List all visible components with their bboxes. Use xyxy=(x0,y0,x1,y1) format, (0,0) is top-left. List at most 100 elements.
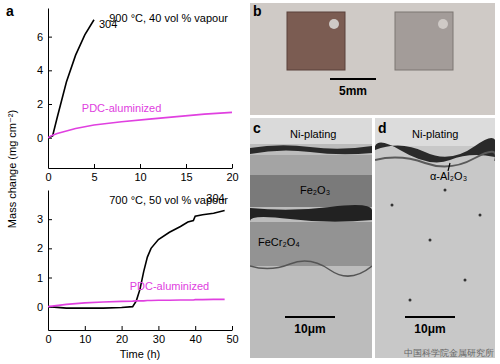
coupon-aluminized xyxy=(395,12,453,70)
x-axis: 05101520 xyxy=(45,164,238,183)
watermark: 中国科学院金属研究所 xyxy=(404,348,494,358)
photo-panel: b5mm xyxy=(250,3,495,115)
mount xyxy=(375,118,495,146)
x-tick-label: 30 xyxy=(153,333,165,345)
x-tick-label: 15 xyxy=(180,171,192,183)
condition-label: 900 °C, 40 vol % vapour xyxy=(109,12,228,24)
plot-area xyxy=(48,210,225,308)
micrograph-d: d Ni-plating α-Al₂O₃ 10μm xyxy=(374,118,496,358)
x-tick: 5 xyxy=(91,164,97,183)
precipitate xyxy=(409,299,412,302)
y-tick-label: 1 xyxy=(37,272,43,284)
series-line xyxy=(48,20,94,138)
x-tick: 50 xyxy=(226,326,238,345)
arrow xyxy=(448,163,450,171)
ni-plating-band xyxy=(250,145,372,154)
x-tick-mark xyxy=(232,326,233,330)
y-axis: 0 2 4 6 xyxy=(37,9,52,169)
chart-panel: 051015200246304PDC-aluminized900 °C, 40 … xyxy=(37,9,239,183)
void-band xyxy=(250,205,372,222)
x-tick-label: 10 xyxy=(79,333,91,345)
x-tick-mark xyxy=(140,164,141,168)
x-tick-label: 40 xyxy=(190,333,202,345)
panel-letter: c xyxy=(253,120,261,136)
y-tick-mark xyxy=(48,219,52,220)
x-tick: 40 xyxy=(190,326,202,345)
x-tick-label: 10 xyxy=(134,171,146,183)
x-axis-line xyxy=(49,168,233,169)
ni-plating-band xyxy=(375,138,495,163)
phase-label: Ni-plating xyxy=(412,128,458,140)
phase-label: FeCr₂O₄ xyxy=(258,236,300,248)
x-tick-label: 5 xyxy=(91,171,97,183)
x-tick-label: 0 xyxy=(45,333,51,345)
coupon-304 xyxy=(287,12,345,70)
y-tick: 2 xyxy=(37,242,52,254)
phase-label: α-Al₂O₃ xyxy=(430,170,467,182)
precipitate xyxy=(444,189,447,192)
precipitate xyxy=(429,239,432,242)
scale-bar-label: 10μm xyxy=(414,322,445,336)
scale-bar xyxy=(405,316,455,318)
scale-bar xyxy=(330,78,376,80)
scale-bar-label: 10μm xyxy=(294,322,325,336)
series-label: PDC-aluminized xyxy=(82,102,161,114)
series-line xyxy=(48,112,232,137)
panel-letter: d xyxy=(378,120,387,136)
phase-label: Ni-plating xyxy=(290,128,336,140)
micrograph-bg xyxy=(250,118,372,358)
chart-panel: 010203040500123304PDC-aluminized700 °C, … xyxy=(37,191,239,345)
interface xyxy=(250,261,372,276)
x-tick: 20 xyxy=(116,326,128,345)
micrograph-bg xyxy=(375,118,495,358)
fecr2o4-layer xyxy=(250,222,372,266)
mount xyxy=(250,118,372,144)
y-tick: 6 xyxy=(37,31,52,43)
coupon-hole xyxy=(329,19,339,29)
alumina-layer xyxy=(375,152,495,167)
y-tick-label: 4 xyxy=(37,64,43,76)
precipitate xyxy=(479,214,482,217)
y-tick-label: 2 xyxy=(37,98,43,110)
y-tick: 3 xyxy=(37,213,52,225)
photo-background xyxy=(250,3,495,115)
x-tick: 30 xyxy=(153,326,165,345)
x-tick-mark xyxy=(122,326,123,330)
x-tick-mark xyxy=(94,164,95,168)
y-tick-mark xyxy=(48,104,52,105)
phase-label: Fe₂O₃ xyxy=(300,184,330,196)
precipitate xyxy=(464,279,467,282)
fe2o3-layer xyxy=(250,175,372,207)
y-tick-mark xyxy=(48,278,52,279)
series-label: PDC-aluminized xyxy=(130,280,209,292)
y-tick-mark xyxy=(48,70,52,71)
x-tick-mark xyxy=(186,164,187,168)
y-tick-label: 3 xyxy=(37,213,43,225)
precipitate xyxy=(391,204,394,207)
coupon-hole xyxy=(438,19,448,29)
y-tick-label: 2 xyxy=(37,242,43,254)
plot-area xyxy=(48,20,232,138)
figure: 051015200246304PDC-aluminized900 °C, 40 … xyxy=(0,0,500,364)
y-axis-title: Mass change (mg cm⁻²) xyxy=(6,110,18,228)
x-tick: 10 xyxy=(134,164,146,183)
x-axis-title: Time (h) xyxy=(120,348,161,360)
x-tick: 20 xyxy=(226,164,238,183)
panel-letter: a xyxy=(6,3,14,19)
x-tick: 10 xyxy=(79,326,91,345)
oxide-layer xyxy=(250,155,372,175)
y-tick-label: 0 xyxy=(37,132,43,144)
x-tick-mark xyxy=(85,326,86,330)
y-tick-mark xyxy=(48,37,52,38)
y-axis: 0 1 2 3 xyxy=(37,191,52,331)
y-tick-label: 0 xyxy=(37,301,43,313)
y-tick: 4 xyxy=(37,64,52,76)
y-tick-mark xyxy=(48,248,52,249)
x-tick-mark xyxy=(195,326,196,330)
series-line xyxy=(48,210,225,308)
x-tick-mark xyxy=(232,164,233,168)
series-line xyxy=(48,299,225,306)
y-axis-line xyxy=(48,191,49,331)
y-tick-label: 6 xyxy=(37,31,43,43)
panel-letter: b xyxy=(253,3,262,19)
